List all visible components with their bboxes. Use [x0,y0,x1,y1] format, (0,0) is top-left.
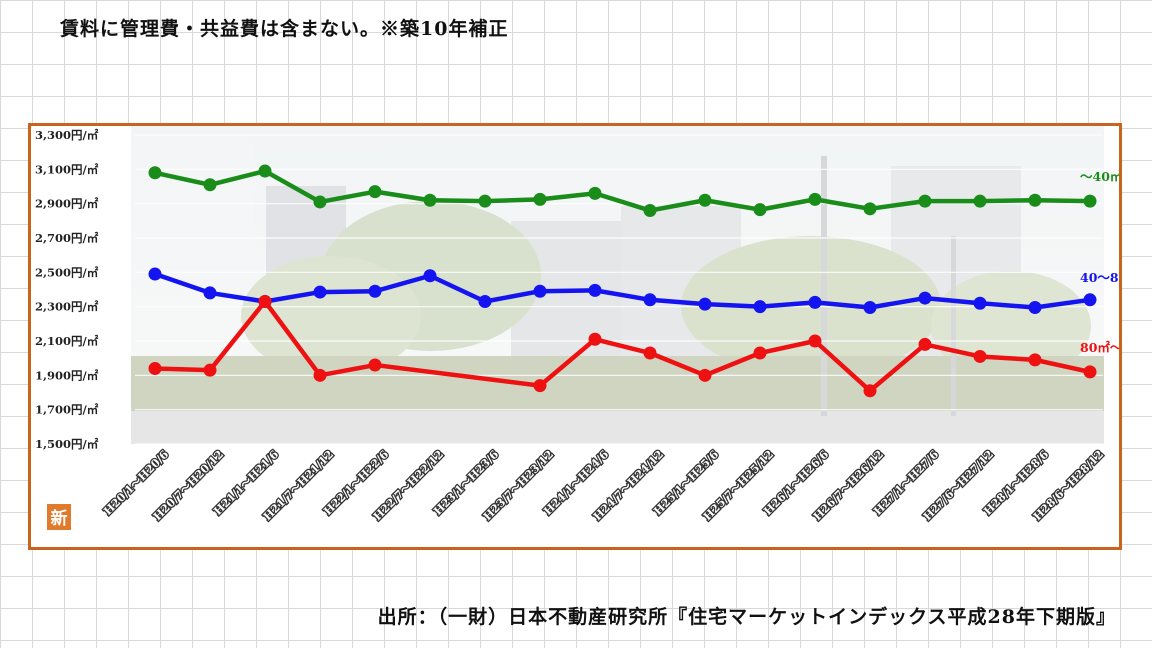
series-markers [148,164,1097,398]
y-tick-label: 2,700円/㎡ [35,231,99,245]
data-point [1083,293,1097,307]
data-point [643,346,657,360]
data-point [313,195,327,209]
y-tick-labels: 1,500円/㎡ 1,700円/㎡ 1,900円/㎡ 2,100円/㎡ 2,300円/㎡… [35,128,99,451]
data-point [1083,194,1097,208]
y-tick-label: 2,500円/㎡ [35,265,99,279]
data-point [588,283,602,297]
data-point [368,284,382,298]
series-label: 80㎡～ [1080,340,1119,355]
data-point [533,379,547,393]
y-gridlines [135,134,1103,445]
data-point [148,166,162,180]
data-point [313,285,327,299]
series-label: ～40㎡ [1080,169,1119,184]
data-point [478,295,492,309]
data-point [423,193,437,207]
y-tick-label: 2,300円/㎡ [35,300,99,314]
data-point [1028,353,1042,367]
data-point [643,293,657,307]
series-line [154,299,1091,394]
y-tick-label: 3,300円/㎡ [35,128,99,142]
data-point [368,185,382,199]
data-point [423,269,437,283]
data-point [753,203,767,217]
chart-frame: 1,500円/㎡ 1,700円/㎡ 1,900円/㎡ 2,100円/㎡ 2,300円/㎡… [28,123,1140,550]
data-point [863,384,877,398]
data-point [203,286,217,300]
data-point [258,164,272,178]
series-line [154,168,1091,213]
data-point [1083,365,1097,379]
x-tick-labels: H20/1～H20/6H20/7～H20/12H21/1～H21/6H21/7～… [100,446,1107,524]
data-point [863,202,877,216]
new-badge-text: 新 [51,508,68,529]
data-point [753,346,767,360]
series-line [154,271,1091,310]
data-point [918,337,932,351]
data-point [808,334,822,348]
data-point [863,301,877,315]
data-point [313,368,327,382]
data-point [368,358,382,372]
source-note: 出所：（一財）日本不動産研究所『住宅マーケットインデックス平成28年下期版』 [377,606,1116,628]
data-point [973,349,987,363]
data-point [918,291,932,305]
y-tick-label: 1,900円/㎡ [35,368,99,382]
data-point [808,295,822,309]
y-tick-label: 2,900円/㎡ [35,197,99,211]
data-point [258,295,272,309]
data-point [918,194,932,208]
data-point [478,194,492,208]
y-tick-label: 3,100円/㎡ [35,162,99,176]
data-point [588,186,602,200]
data-point [698,368,712,382]
series-lines [154,168,1091,394]
y-tick-label: 1,500円/㎡ [35,437,99,451]
data-point [643,204,657,218]
data-point [148,267,162,281]
data-point [698,193,712,207]
data-point [973,296,987,310]
data-point [203,363,217,377]
data-point [1028,193,1042,207]
photo-backdrop [131,126,1104,444]
data-point [533,192,547,206]
data-point [1028,301,1042,315]
data-point [148,361,162,375]
data-point [533,284,547,298]
rent-line-chart: 1,500円/㎡ 1,700円/㎡ 1,900円/㎡ 2,100円/㎡ 2,300円/㎡… [35,126,1140,530]
rent-note: 賃料に管理費・共益費は含まない。※築10年補正 [60,18,509,40]
y-tick-label: 2,100円/㎡ [35,334,99,348]
data-point [753,300,767,314]
new-badge: 新 [47,504,71,530]
data-point [698,297,712,311]
y-tick-label: 1,700円/㎡ [35,403,99,417]
data-point [973,194,987,208]
data-point [588,332,602,346]
data-point [203,178,217,192]
series-label: 40～80㎡ [1080,270,1119,285]
data-point [808,192,822,206]
